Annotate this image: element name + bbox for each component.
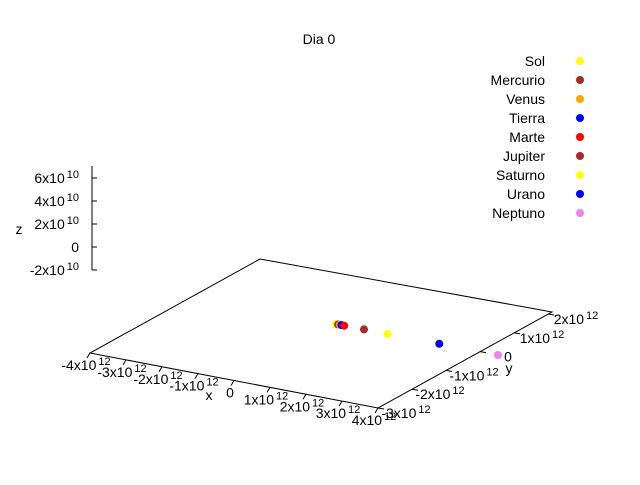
x-tick-label: 1x10 12 [244,390,289,407]
x-tick [86,352,91,359]
y-tick [445,369,453,372]
y-tick-label: -1x10 12 [449,366,498,383]
legend-marker-venus [576,95,584,103]
y-tick-label: 1x10 12 [520,329,565,346]
y-tick [377,407,385,410]
x-tick-label: -4x10 12 [61,356,110,373]
chart-title: Dia 0 [303,31,336,47]
legend-marker-mercurio [576,76,584,84]
x-tick-label: 2x10 12 [280,397,325,414]
x-tick-label: -3x10 12 [97,363,146,380]
x-tick [158,366,163,373]
legend-label-marte: Marte [509,129,545,145]
y-tick-label: 2x10 12 [554,310,599,327]
x-tick [266,387,271,393]
y-tick-label: -2x10 12 [415,385,464,402]
x-tick [122,359,127,366]
y-axis-label: y [506,360,513,376]
legend: Sol Mercurio Venus Tierra Marte Jupiter Saturn… [491,53,584,221]
legend-marker-saturno [576,171,584,179]
point-saturno [383,329,392,338]
legend-marker-jupiter [576,152,584,160]
legend-label-venus: Venus [506,91,545,107]
x-tick-label: -1x10 12 [169,377,218,394]
y-tick [513,332,521,335]
z-tick-label: -2x10 10 [30,261,79,278]
legend-marker-tierra [576,114,584,122]
legend-label-neptuno: Neptuno [492,205,545,221]
x-tick [302,393,307,400]
z-tick-label: 2x10 10 [34,215,79,232]
data-points [332,320,502,359]
legend-label-mercurio: Mercurio [491,72,546,88]
x-tick-label: 0 [226,385,234,401]
legend-marker-sol [576,57,584,65]
legend-label-saturno: Saturno [496,167,545,183]
point-marte [340,321,349,330]
x-tick [230,380,235,386]
y-tick [547,313,555,316]
point-neptuno [494,351,502,359]
legend-label-tierra: Tierra [509,110,545,126]
point-jupiter [360,325,368,334]
y-tick-label: 0 [504,349,512,365]
legend-label-sol: Sol [525,53,545,69]
z-tick-label: 6x10 10 [34,169,79,186]
x-axis-label: x [206,387,213,403]
z-tick-label: 0 [71,239,79,255]
point-urano [435,339,444,348]
y-tick [479,351,487,354]
x-tick [338,400,343,407]
legend-marker-marte [576,133,584,141]
z-tick-label: 4x10 10 [34,192,79,209]
tick-marks [86,177,555,414]
x-tick [374,407,379,414]
x-tick-label: 3x10 12 [316,404,361,421]
y-tick [411,388,419,391]
legend-label-jupiter: Jupiter [503,148,545,164]
legend-label-urano: Urano [507,186,545,202]
x-tick [194,373,199,379]
y-tick-label: -3x10 12 [381,404,430,421]
x-tick-label: -2x10 12 [133,370,182,387]
legend-marker-neptuno [576,209,584,217]
x-tick-label: 4x10 12 [352,411,397,428]
legend-marker-urano [576,190,584,198]
z-axis-label: z [16,221,23,237]
